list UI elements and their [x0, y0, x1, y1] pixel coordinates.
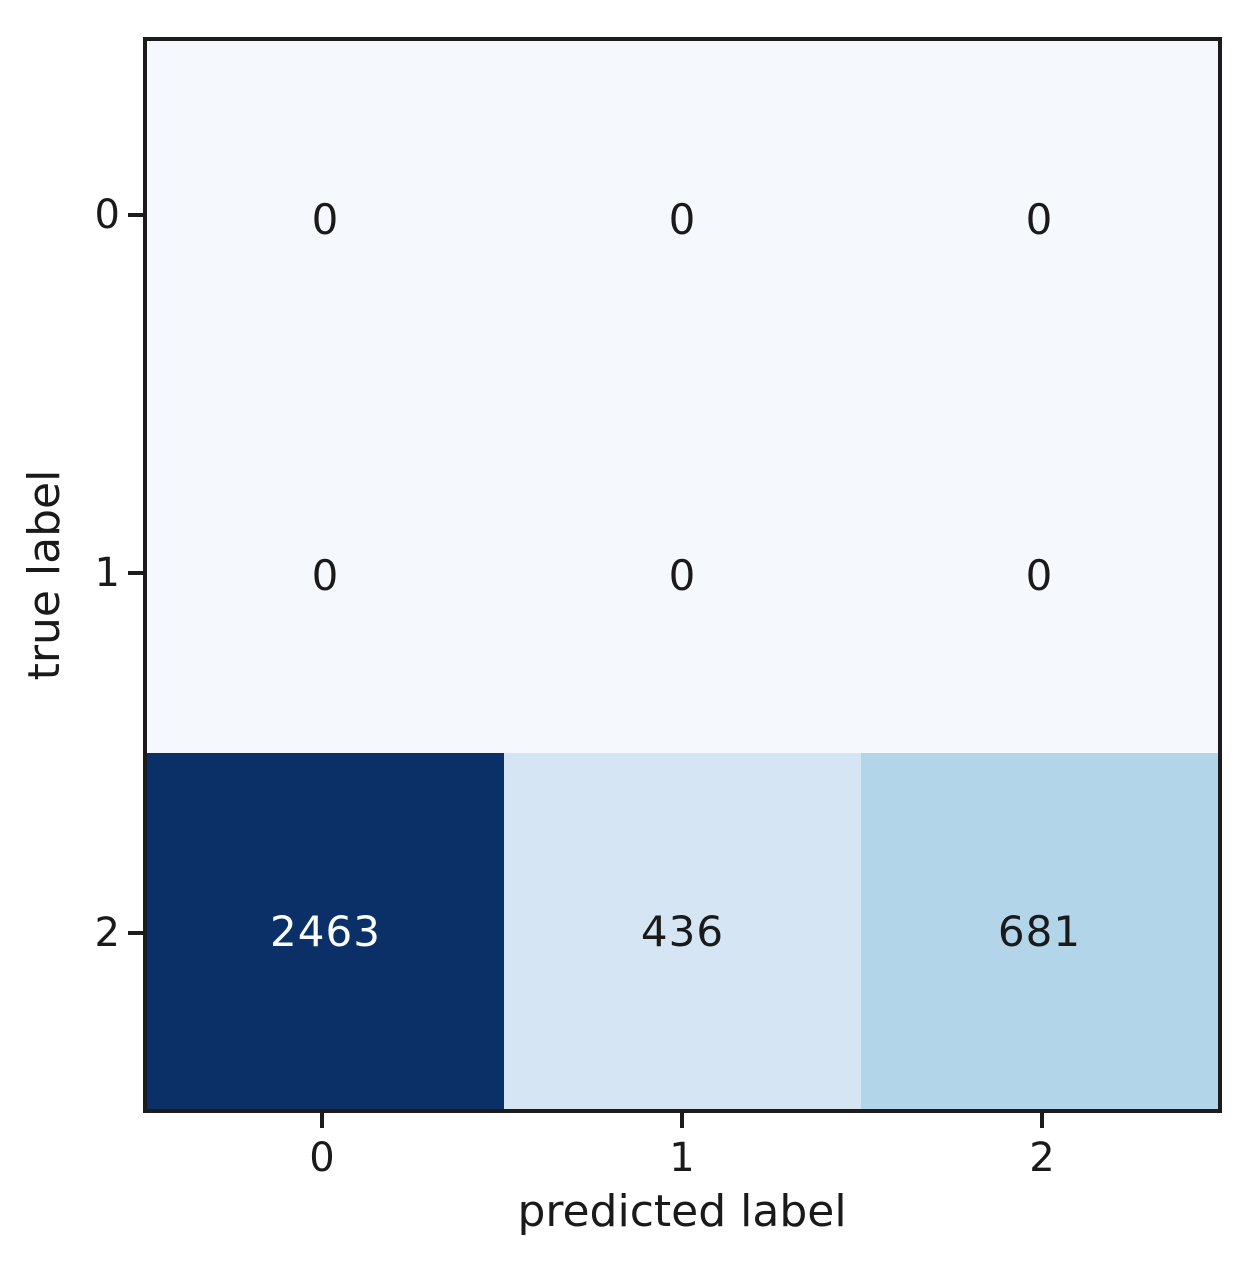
x-axis-title: predicted label	[517, 1186, 847, 1237]
matrix-cell-r1-c1: 0	[504, 397, 861, 753]
plot-area: 0 0 0 0 0 0 2463 436 681	[143, 37, 1222, 1113]
matrix-cell-r0-c0: 0	[147, 41, 504, 397]
y-axis-title: true label	[18, 469, 70, 681]
y-tick-label-2: 2	[94, 910, 120, 956]
matrix-cell-r0-c1: 0	[504, 41, 861, 397]
y-tick-label-0: 0	[94, 192, 120, 238]
y-tick-mark-0	[128, 213, 143, 217]
heatmap-grid: 0 0 0 0 0 0 2463 436 681	[147, 41, 1218, 1109]
matrix-cell-r2-c2: 681	[861, 753, 1218, 1109]
y-tick-mark-1	[128, 571, 143, 575]
matrix-cell-r0-c2: 0	[861, 41, 1218, 397]
matrix-cell-r2-c1: 436	[504, 753, 861, 1109]
x-tick-mark-1	[680, 1113, 684, 1128]
matrix-cell-r2-c0: 2463	[147, 753, 504, 1109]
matrix-cell-r1-c0: 0	[147, 397, 504, 753]
x-tick-label-1: 1	[669, 1135, 695, 1181]
x-tick-label-0: 0	[309, 1135, 335, 1181]
y-tick-label-1: 1	[94, 550, 120, 596]
x-tick-label-2: 2	[1029, 1135, 1055, 1181]
x-tick-mark-2	[1040, 1113, 1044, 1128]
x-tick-mark-0	[320, 1113, 324, 1128]
matrix-cell-r1-c2: 0	[861, 397, 1218, 753]
y-tick-mark-2	[128, 931, 143, 935]
